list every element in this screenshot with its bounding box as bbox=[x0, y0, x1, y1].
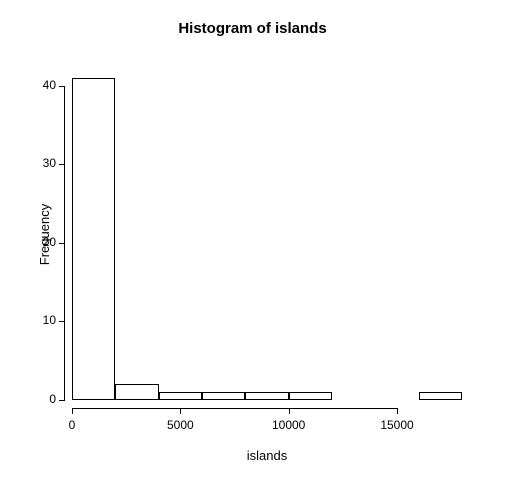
x-tick-label: 15000 bbox=[367, 418, 427, 432]
chart-title: Histogram of islands bbox=[0, 20, 505, 37]
y-tick-label: 40 bbox=[26, 78, 56, 92]
x-axis-label: islands bbox=[72, 448, 462, 463]
histogram-bar bbox=[289, 392, 332, 400]
y-tick bbox=[59, 243, 65, 244]
histogram-bar bbox=[72, 78, 115, 400]
x-tick-label: 10000 bbox=[259, 418, 319, 432]
histogram-bar bbox=[245, 392, 288, 400]
x-tick-label: 5000 bbox=[150, 418, 210, 432]
x-tick bbox=[397, 408, 398, 414]
x-tick-label: 0 bbox=[42, 418, 102, 432]
y-tick-label: 20 bbox=[26, 235, 56, 249]
y-tick bbox=[59, 400, 65, 401]
y-tick-label: 0 bbox=[26, 392, 56, 406]
histogram-chart: Histogram of islands Frequency islands 0… bbox=[0, 0, 505, 501]
y-tick bbox=[59, 164, 65, 165]
x-tick bbox=[180, 408, 181, 414]
histogram-bar bbox=[115, 384, 158, 400]
x-tick bbox=[72, 408, 73, 414]
x-axis bbox=[72, 408, 397, 409]
histogram-bar bbox=[419, 392, 462, 400]
histogram-bar bbox=[159, 392, 202, 400]
x-tick bbox=[289, 408, 290, 414]
y-tick bbox=[59, 86, 65, 87]
histogram-bar bbox=[202, 392, 245, 400]
y-tick bbox=[59, 321, 65, 322]
y-tick-label: 10 bbox=[26, 313, 56, 327]
plot-area: 050001000015000010203040 bbox=[72, 70, 462, 400]
y-tick-label: 30 bbox=[26, 156, 56, 170]
